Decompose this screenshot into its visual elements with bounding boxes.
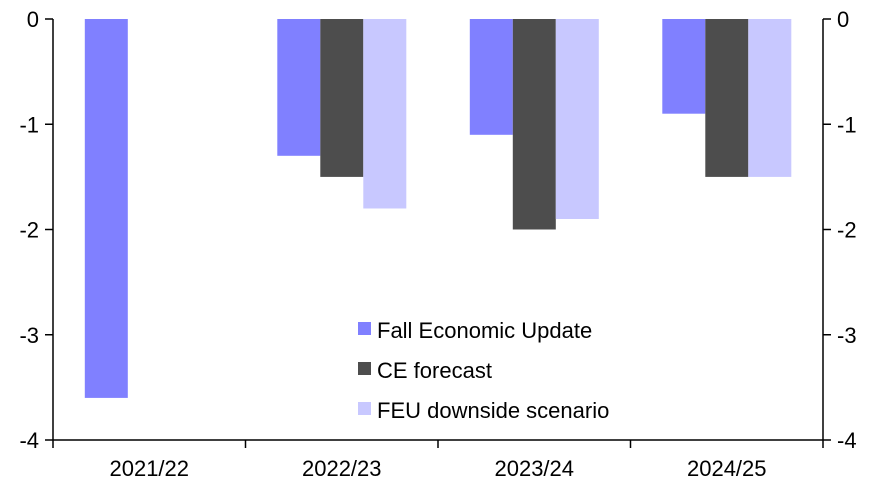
bar-2022-23-series-0: [277, 19, 321, 156]
bar-2023-24-series-2: [555, 19, 599, 219]
y-tick-label-right: -3: [837, 323, 857, 348]
legend-swatch-1: [358, 362, 371, 375]
y-tick-label-right: -2: [837, 218, 857, 243]
legend-label-2: FEU downside scenario: [377, 398, 609, 423]
bar-2024-25-series-0: [662, 19, 706, 114]
bar-2024-25-series-2: [748, 19, 792, 177]
bars-group: [84, 19, 792, 398]
legend-swatch-0: [358, 322, 371, 335]
y-tick-label-right: -1: [837, 112, 857, 137]
bar-2023-24-series-1: [512, 19, 556, 230]
bar-2022-23-series-2: [363, 19, 407, 209]
y-tick-label-left: -4: [19, 428, 39, 453]
y-tick-label-left: 0: [27, 7, 39, 32]
legend-label-0: Fall Economic Update: [377, 318, 592, 343]
x-tick-label: 2024/25: [687, 456, 767, 481]
bar-2024-25-series-1: [705, 19, 749, 177]
bar-2022-23-series-1: [320, 19, 364, 177]
y-tick-label-right: 0: [837, 7, 849, 32]
ticks-group: 0 0 -1 -1 -2 -2 -3 -3 -4 -4 2021/22 2022/23 2023/24 2…: [19, 7, 856, 481]
y-tick-label-left: -2: [19, 218, 39, 243]
x-tick-label: 2021/22: [109, 456, 189, 481]
x-tick-label: 2022/23: [302, 456, 382, 481]
legend-label-1: CE forecast: [377, 358, 492, 383]
bar-2021-22-series-0: [84, 19, 128, 398]
x-tick-label: 2023/24: [494, 456, 574, 481]
legend-swatch-2: [358, 402, 371, 415]
legend: Fall Economic Update CE forecast FEU downs…: [358, 318, 609, 423]
bar-2023-24-series-0: [469, 19, 513, 135]
y-tick-label-left: -1: [19, 112, 39, 137]
y-tick-label-right: -4: [837, 428, 857, 453]
y-tick-label-left: -3: [19, 323, 39, 348]
